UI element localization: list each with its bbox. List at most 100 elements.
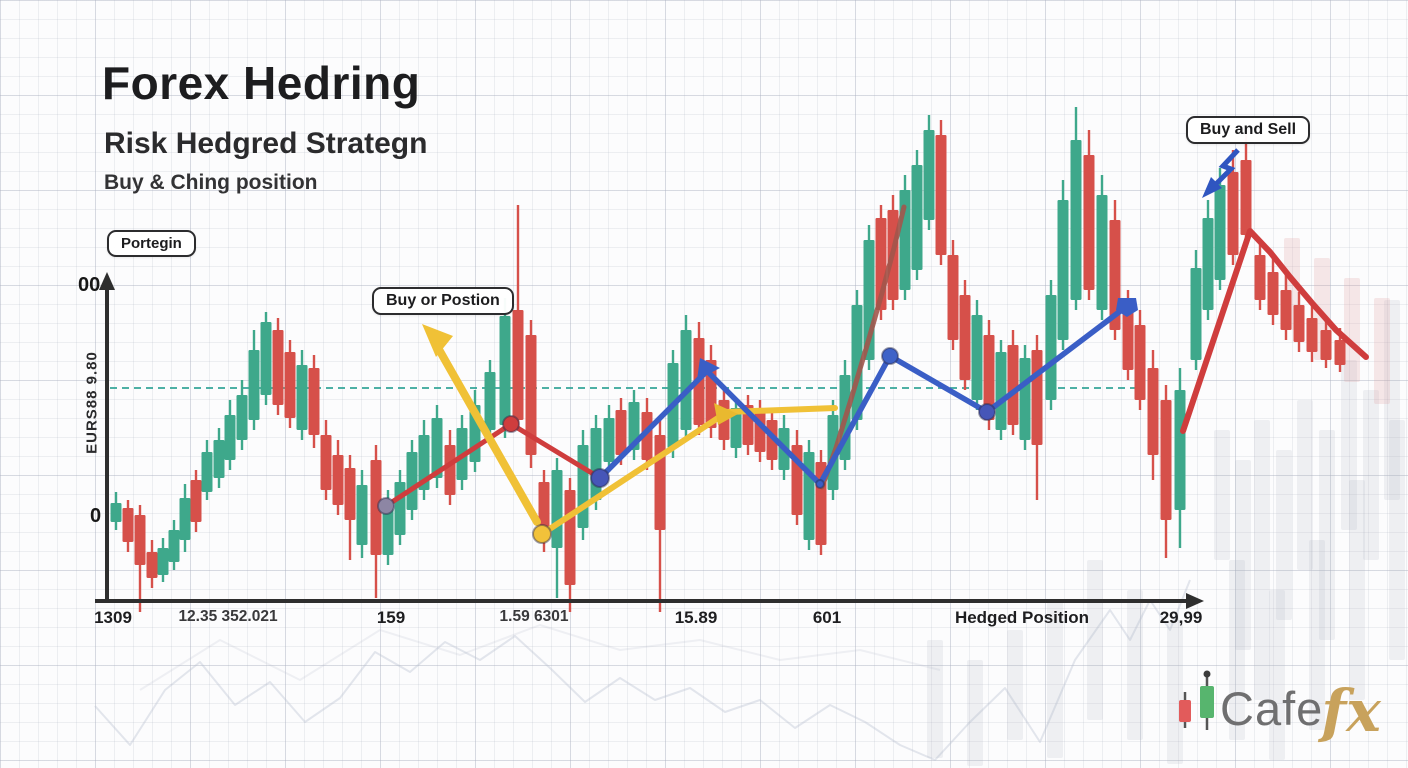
watermark-line [139,624,941,691]
ghost-candle [1384,300,1400,500]
candle-body [418,435,430,490]
x-axis-arrowhead [1186,593,1204,609]
portegin-callout: Portegin [107,230,196,257]
candle-body [1240,160,1252,235]
line-marker [978,403,996,421]
candle-body [1190,268,1202,360]
candle-body [971,315,983,400]
yellow-callout-arrow-head [422,324,453,357]
candle-body [641,412,653,460]
candle-body [923,130,935,220]
logo-candles-icon [1179,670,1214,730]
blue-bolt-arrow-head [1202,177,1222,198]
candle-body [1202,218,1214,310]
candle-body [1160,400,1172,520]
candle-body [236,395,248,440]
candle-body [146,552,158,578]
watermark-line [94,579,1191,761]
candle-body [1254,255,1266,300]
candle-body [603,418,615,462]
candle-body [730,408,742,448]
blue-strategy-line [597,303,1130,487]
x-tick-label: 601 [812,608,842,627]
ghost-candle [1087,560,1103,720]
line-marker [881,347,899,365]
ghost-candle [1374,298,1390,404]
candle-body [320,435,332,490]
page-tagline: Buy & Ching position [104,171,318,194]
candle-body [654,435,666,530]
blue-flag-marker [1116,298,1138,317]
y-axis-arrowhead [99,272,115,290]
candle-body [272,330,284,405]
ghost-candle [1229,560,1245,740]
x-tick-label: 159 [376,608,406,627]
ghost-candle [1276,450,1292,620]
candle-body [431,418,443,478]
candle-body [947,255,959,340]
ghost-candle [1047,600,1063,758]
candle-body [284,352,296,418]
candle-body [190,480,202,522]
y-axis-top-label: 00 [78,274,101,296]
x-tick-label: 1309 [94,608,132,627]
candle-body [179,498,191,540]
candle-body [382,505,394,555]
candle-body [1147,368,1159,455]
candle-body [444,445,456,495]
candle-body [1334,340,1346,365]
ghost-candle [1007,630,1023,740]
candle-body [344,468,356,520]
yellow-callout-arrow-shaft [433,342,541,526]
line-marker [532,524,552,544]
candle-body [959,295,971,380]
ghost-candle [1363,390,1379,560]
candle-body [1096,195,1108,310]
candle-body [1019,358,1031,440]
ghost-candle [1214,430,1230,560]
candle-body [201,452,213,492]
candle-body [406,452,418,510]
ghost-candle [1349,480,1365,700]
blue-arrow-marker [697,358,720,380]
candle-body [1214,185,1226,280]
candle-body [499,316,511,425]
ghost-candle [1167,620,1183,764]
candle-body [213,440,225,478]
ghost-candle [967,660,983,766]
buy-or-postion-callout: Buy or Postion [372,287,514,315]
candle-body [332,455,344,505]
candle-body [110,503,122,522]
candle-body [512,310,524,420]
candle-body [1267,272,1279,315]
candle-body [484,372,496,430]
line-marker [815,479,825,489]
candle-body [983,335,995,420]
candle-body [1083,155,1095,290]
x-tick-label: 1.59 6301 [499,608,569,625]
candle-body [134,515,146,565]
candle-body [224,415,236,460]
candle-body [1070,140,1082,300]
candle-body [590,428,602,500]
candle-body [525,335,537,455]
candle-body [1293,305,1305,342]
candle-body [1227,172,1239,255]
ghost-candle [1235,460,1251,650]
ghost-candle [1254,420,1270,700]
candle-body [995,352,1007,430]
x-tick-label: 12.35 352.021 [178,608,278,625]
candle-body [260,322,272,395]
candle-body [1174,390,1186,510]
ghost-candle [1309,540,1325,730]
candle-body [1134,325,1146,400]
candle-body [1306,318,1318,352]
candle-body [577,445,589,528]
candle-body [1007,345,1019,425]
ghost-candle [927,640,943,758]
line-marker [377,497,395,515]
page-title: Forex Hedring [102,57,421,109]
candle-body [308,368,320,435]
